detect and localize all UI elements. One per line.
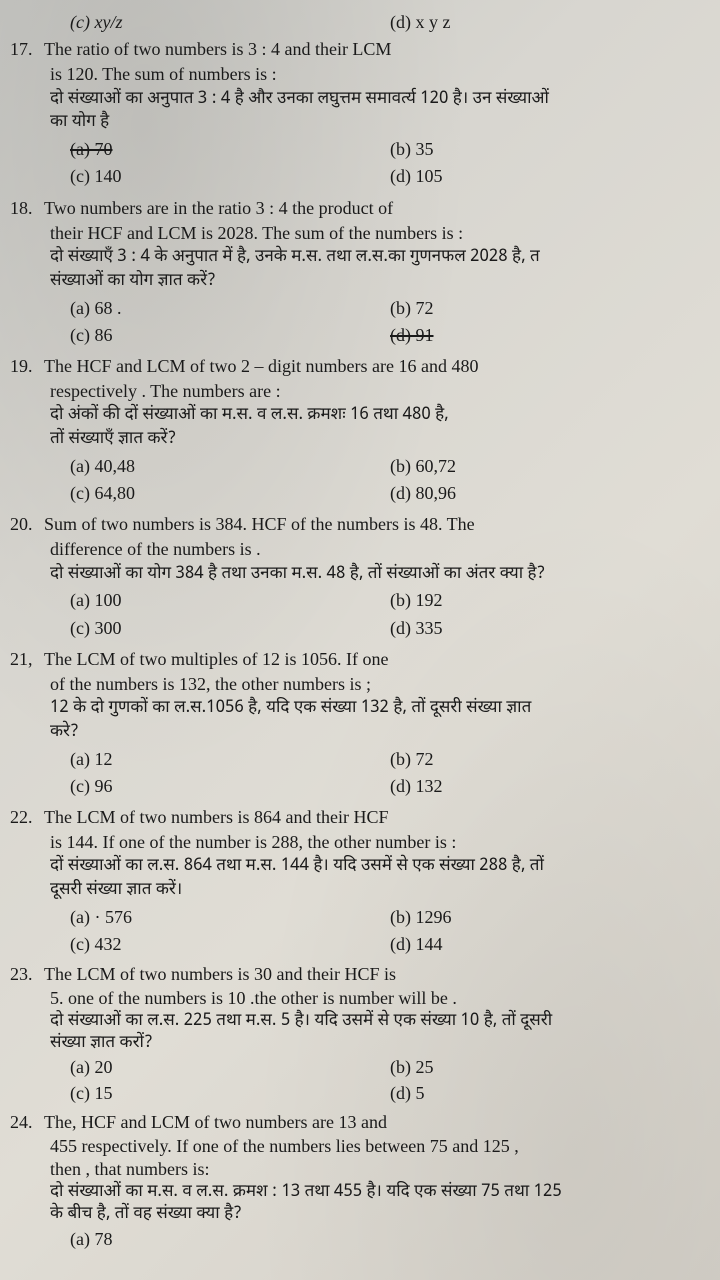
q18-opt-c: (c) 86 (70, 323, 390, 348)
q22-num: 22. (10, 805, 44, 830)
q23-hindi1: दो संख्याओं का ल.स. 225 तथा म.स. 5 है। य… (50, 1010, 710, 1032)
question-20: 20.Sum of two numbers is 384. HCF of the… (10, 512, 710, 641)
q20-opt-a: (a) 100 (70, 588, 390, 613)
q22-line2: is 144. If one of the number is 288, the… (50, 830, 710, 855)
q18-line2: their HCF and LCM is 2028. The sum of th… (50, 221, 710, 246)
q17-opt-a: (a) 70 (70, 137, 390, 162)
q19-opt-d: (d) 80,96 (390, 481, 710, 506)
q21-line2: of the numbers is 132, the other numbers… (50, 672, 710, 697)
q18-opt-a: (a) 68 . (70, 296, 390, 321)
q17-opt-d: (d) 105 (390, 164, 710, 189)
q22-hindi2: दूसरी संख्या ज्ञात करें। (50, 879, 710, 903)
q18-hindi2: संख्याओं का योग ज्ञात करें? (50, 270, 710, 294)
question-23: 23.The LCM of two numbers is 30 and thei… (10, 963, 710, 1105)
q20-opt-d: (d) 335 (390, 616, 710, 641)
q18-hindi1: दो संख्याएँ 3 : 4 के अनुपात में है, उनके… (50, 246, 710, 270)
q21-num: 21, (10, 647, 44, 672)
q21-opt-c: (c) 96 (70, 774, 390, 799)
q17-hindi1: दो संख्याओं का अनुपात 3 : 4 है और उनका ल… (50, 88, 710, 112)
q22-line1: The LCM of two numbers is 864 and their … (44, 805, 704, 830)
q17-line1: The ratio of two numbers is 3 : 4 and th… (44, 37, 704, 62)
q19-line1: The HCF and LCM of two 2 – digit numbers… (44, 354, 704, 379)
q21-opt-a: (a) 12 (70, 747, 390, 772)
q18-num: 18. (10, 196, 44, 221)
q22-opt-d: (d) 144 (390, 932, 710, 957)
q23-opt-d: (d) 5 (390, 1082, 710, 1105)
q19-hindi1: दो अंकों की दों संख्याओं का म.स. व ल.स. … (50, 404, 710, 428)
q23-hindi2: संख्या ज्ञात करों? (50, 1032, 710, 1054)
q22-hindi1: दों संख्याओं का ल.स. 864 तथा म.स. 144 है… (50, 855, 710, 879)
q23-opt-a: (a) 20 (70, 1056, 390, 1079)
q21-line1: The LCM of two multiples of 12 is 1056. … (44, 647, 704, 672)
q24-line1: The, HCF and LCM of two numbers are 13 a… (44, 1111, 704, 1134)
q20-opt-c: (c) 300 (70, 616, 390, 641)
q18-line1: Two numbers are in the ratio 3 : 4 the p… (44, 196, 704, 221)
q18-opt-b: (b) 72 (390, 296, 710, 321)
q19-hindi2: तों संख्याएँ ज्ञात करें? (50, 428, 710, 452)
q22-opt-c: (c) 432 (70, 932, 390, 957)
q20-num: 20. (10, 512, 44, 537)
q23-line1: The LCM of two numbers is 30 and their H… (44, 963, 704, 986)
q20-opt-b: (b) 192 (390, 588, 710, 613)
q19-opt-a: (a) 40,48 (70, 454, 390, 479)
q20-line1: Sum of two numbers is 384. HCF of the nu… (44, 512, 704, 537)
q24-line3: then , that numbers is: (50, 1158, 710, 1181)
q16-opt-c: (c) xy/z (70, 10, 390, 35)
q19-opt-c: (c) 64,80 (70, 481, 390, 506)
q17-line2: is 120. The sum of numbers is : (50, 62, 710, 87)
question-22: 22.The LCM of two numbers is 864 and the… (10, 805, 710, 957)
q21-opt-b: (b) 72 (390, 747, 710, 772)
q22-opt-a: (a) · 576 (70, 905, 390, 930)
q17-opt-b: (b) 35 (390, 137, 710, 162)
q24-opt-a: (a) 78 (70, 1228, 390, 1251)
q24-hindi2: के बीच है, तों वह संख्या क्या है? (50, 1203, 710, 1225)
q20-line2: difference of the numbers is . (50, 537, 710, 562)
question-17: 17.The ratio of two numbers is 3 : 4 and… (10, 37, 710, 189)
q23-opt-c: (c) 15 (70, 1082, 390, 1105)
q24-line2: 455 respectively. If one of the numbers … (50, 1135, 710, 1158)
q17-opt-c: (c) 140 (70, 164, 390, 189)
question-18: 18.Two numbers are in the ratio 3 : 4 th… (10, 196, 710, 348)
q20-hindi1: दो संख्याओं का योग 384 है तथा उनका म.स. … (50, 563, 710, 587)
q21-hindi1: 12 के दो गुणकों का ल.स.1056 है, यदि एक स… (50, 697, 710, 721)
q16-opt-d: (d) x y z (390, 10, 710, 35)
q18-opt-d: (d) 91 (390, 323, 710, 348)
q23-num: 23. (10, 963, 44, 986)
q24-hindi1: दो संख्याओं का म.स. व ल.स. क्रमश : 13 तथ… (50, 1181, 710, 1203)
q23-opt-b: (b) 25 (390, 1056, 710, 1079)
q17-num: 17. (10, 37, 44, 62)
question-19: 19.The HCF and LCM of two 2 – digit numb… (10, 354, 710, 506)
q19-opt-b: (b) 60,72 (390, 454, 710, 479)
q24-num: 24. (10, 1111, 44, 1134)
question-21: 21,The LCM of two multiples of 12 is 105… (10, 647, 710, 799)
q21-opt-d: (d) 132 (390, 774, 710, 799)
q16-options: (c) xy/z (d) x y z (70, 10, 710, 35)
q19-num: 19. (10, 354, 44, 379)
q17-hindi2: का योग है (50, 111, 710, 135)
q23-line2: 5. one of the numbers is 10 .the other i… (50, 987, 710, 1010)
q22-opt-b: (b) 1296 (390, 905, 710, 930)
q19-line2: respectively . The numbers are : (50, 379, 710, 404)
question-24: 24.The, HCF and LCM of two numbers are 1… (10, 1111, 710, 1251)
q21-hindi2: करे? (50, 721, 710, 745)
